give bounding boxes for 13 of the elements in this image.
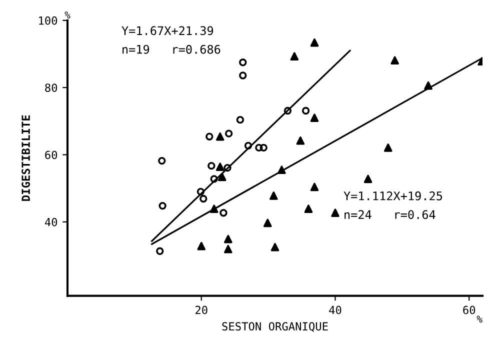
text: % <box>64 12 70 18</box>
y-tick-label: 80 <box>45 84 58 92</box>
annotation: Y=1.112X+19.25 n=24 r=0.64 <box>344 191 442 220</box>
y-axis-title: DIGESTIBILITE <box>22 115 30 201</box>
x-tick-label: 40 <box>329 306 342 314</box>
x-tick-label: 20 <box>196 306 208 314</box>
y-tick-label: 40 <box>44 218 58 226</box>
x-axis-title: SESTON ORGANIQUE <box>222 322 328 332</box>
annotation: Y=1.67X+21.39 n=19 r=0.686 <box>122 26 220 54</box>
text: % <box>476 316 482 323</box>
y-tick-label: 100 <box>39 16 58 25</box>
x-tick-label: 60 <box>463 306 476 314</box>
y-tick-label: 60 <box>45 150 58 160</box>
